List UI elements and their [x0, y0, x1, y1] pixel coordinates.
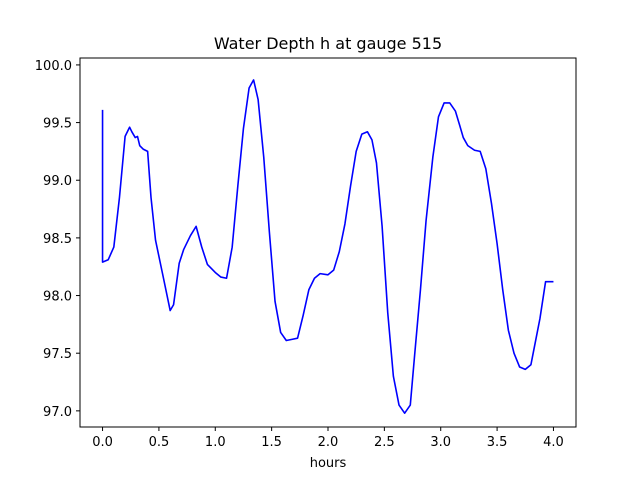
x-tick-label: 2.5 [374, 435, 395, 450]
x-tick-label: 0.5 [149, 435, 170, 450]
y-tick-label: 99.5 [43, 117, 72, 132]
y-tick-label: 100.0 [35, 59, 72, 74]
x-tick-label: 2.0 [318, 435, 339, 450]
series-line-0 [101, 79, 554, 414]
x-tick-label: 3.5 [487, 435, 508, 450]
plot-area [101, 79, 554, 414]
x-tick-label: 1.5 [261, 435, 282, 450]
x-tick-label: 3.0 [430, 435, 451, 450]
chart-title: Water Depth h at gauge 515 [214, 34, 442, 53]
y-tick-label: 98.0 [43, 290, 72, 305]
x-tick-label: 1.0 [205, 435, 226, 450]
x-axis: 0.0 0.5 1.0 1.5 2.0 2.5 3.0 3.5 4.0 [92, 427, 564, 450]
x-tick-label: 0.0 [92, 435, 113, 450]
y-tick-label: 98.5 [43, 232, 72, 247]
x-axis-label: hours [310, 456, 347, 471]
y-tick-label: 97.5 [43, 347, 72, 362]
x-tick-label: 4.0 [543, 435, 564, 450]
y-axis: 97.0 97.5 98.0 98.5 99.0 99.5 100.0 [35, 59, 80, 420]
y-tick-label: 99.0 [43, 174, 72, 189]
y-tick-label: 97.0 [43, 405, 72, 420]
